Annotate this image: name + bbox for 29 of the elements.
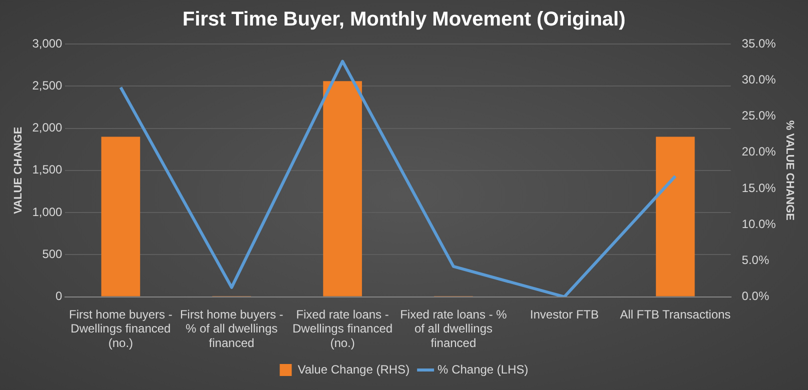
y2-tick-label: 15.0%: [742, 180, 776, 195]
bar: [101, 136, 140, 296]
y2-tick-label: 35.0%: [742, 36, 776, 50]
x-tick-label: Investor FTB: [530, 307, 599, 322]
y2-tick-label: 20.0%: [742, 144, 776, 159]
y2-axis-title: % VALUE CHANGE: [783, 120, 796, 220]
y-axis-title: VALUE CHANGE: [12, 126, 25, 214]
x-tick-label: All FTB Transactions: [620, 307, 731, 322]
legend-label: Value Change (RHS): [298, 362, 410, 376]
chart-title: First Time Buyer, Monthly Movement (Original): [182, 8, 626, 31]
y-tick-label: 0: [56, 289, 63, 304]
y2-tick-label: 25.0%: [742, 108, 776, 123]
y2-tick-label: 10.0%: [742, 216, 776, 231]
y2-tick-label: 30.0%: [742, 72, 776, 86]
x-tick-label: Fixed rate loans - Dwellings financed (no.): [292, 307, 393, 350]
y-tick-label: 500: [42, 246, 63, 261]
x-tick-label: First home buyers - Dwellings financed (no.): [69, 307, 172, 350]
x-tick-label: Fixed rate loans - % of all dwellings financed: [400, 307, 508, 350]
bar: [656, 136, 695, 296]
y-tick-label: 3,000: [32, 36, 63, 50]
y2-tick-label: 0.0%: [742, 289, 770, 304]
legend-label: % Change (LHS): [438, 362, 528, 376]
bar: [323, 81, 362, 296]
y-tick-label: 2,000: [32, 120, 63, 135]
y2-tick-label: 5.0%: [742, 253, 770, 267]
y-tick-label: 1,000: [32, 204, 63, 219]
y-tick-label: 2,500: [32, 78, 63, 92]
x-tick-label: First home buyers - % of all dwellings financed: [180, 307, 284, 350]
y-tick-label: 1,500: [32, 162, 63, 177]
